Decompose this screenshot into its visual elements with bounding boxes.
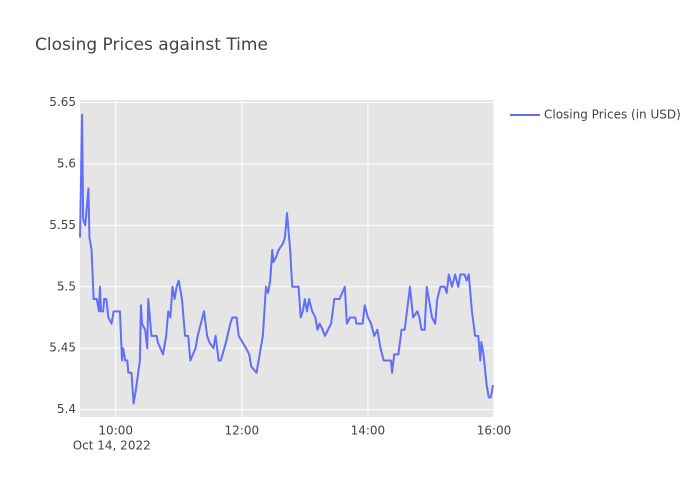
- y-tick-label: 5.4: [57, 402, 76, 416]
- legend-label: Closing Prices (in USD): [544, 108, 681, 122]
- x-tick-label: 16:00: [477, 424, 512, 438]
- plot-area: [80, 100, 494, 417]
- x-tick-label: 12:00: [225, 424, 260, 438]
- x-tick-label: 14:00: [351, 424, 386, 438]
- y-tick-label: 5.65: [49, 95, 76, 109]
- x-date-label: Oct 14, 2022: [73, 439, 151, 453]
- chart-title: Closing Prices against Time: [35, 35, 268, 55]
- y-tick-label: 5.55: [49, 218, 76, 232]
- y-tick-label: 5.5: [57, 279, 76, 293]
- y-tick-label: 5.6: [57, 156, 76, 170]
- y-tick-label: 5.45: [49, 341, 76, 355]
- price-line: [79, 113, 494, 405]
- x-tick-label: 10:00: [98, 424, 133, 438]
